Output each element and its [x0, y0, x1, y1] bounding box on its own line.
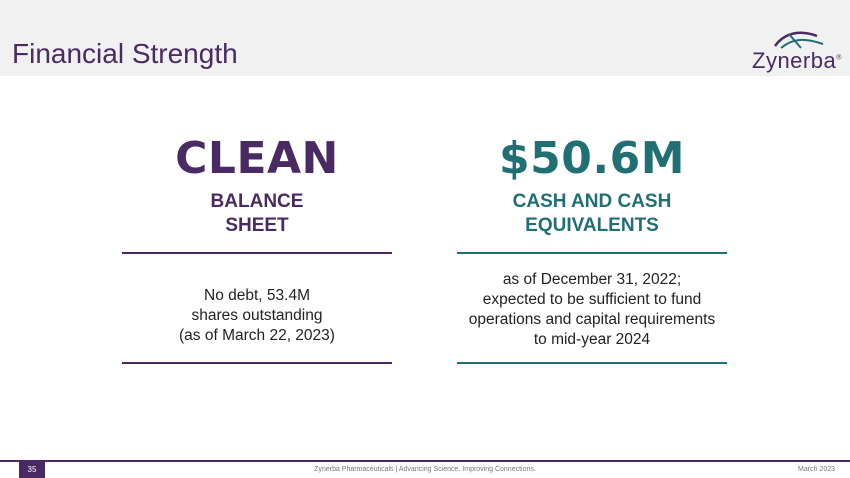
- left-bottom-divider: [122, 362, 392, 364]
- company-logo: Zynerba®: [752, 28, 842, 73]
- right-body-line: expected to be sufficient to fund: [482, 291, 702, 308]
- right-body-line: operations and capital requirements: [468, 311, 716, 328]
- footer-tagline: Zynerba Pharmaceuticals | Advancing Scie…: [314, 466, 536, 473]
- right-bottom-divider: [457, 362, 727, 364]
- right-headline: $50.6M: [499, 133, 685, 184]
- left-body-line: (as of March 22, 2023): [179, 327, 335, 344]
- logo-text: Zynerba: [752, 48, 837, 73]
- footer-date: March 2023: [798, 466, 835, 473]
- left-subtitle-line1: BALANCE: [210, 191, 304, 212]
- right-body-text: as of December 31, 2022; expected to be …: [457, 270, 727, 350]
- right-subtitle: CASH AND CASH EQUIVALENTS: [457, 190, 727, 238]
- footer-divider: [0, 460, 850, 462]
- right-subtitle-line2: EQUIVALENTS: [525, 215, 659, 236]
- left-body-text: No debt, 53.4M shares outstanding (as of…: [122, 286, 392, 346]
- left-subtitle: BALANCE SHEET: [122, 190, 392, 238]
- page-title: Financial Strength: [12, 38, 238, 69]
- registered-mark: ®: [836, 54, 842, 62]
- logo-swoosh-icon: [773, 31, 824, 49]
- header-bar: [0, 0, 850, 76]
- right-body-line: as of December 31, 2022;: [502, 271, 682, 288]
- left-body-line: shares outstanding: [191, 307, 323, 324]
- left-body-line: No debt, 53.4M: [204, 287, 310, 304]
- right-body-line: to mid-year 2024: [533, 331, 651, 348]
- page-number: 35: [19, 462, 45, 478]
- right-top-divider: [457, 252, 727, 254]
- right-subtitle-line1: CASH AND CASH: [512, 191, 672, 212]
- left-top-divider: [122, 252, 392, 254]
- left-headline: CLEAN: [175, 133, 339, 184]
- left-subtitle-line2: SHEET: [225, 215, 289, 236]
